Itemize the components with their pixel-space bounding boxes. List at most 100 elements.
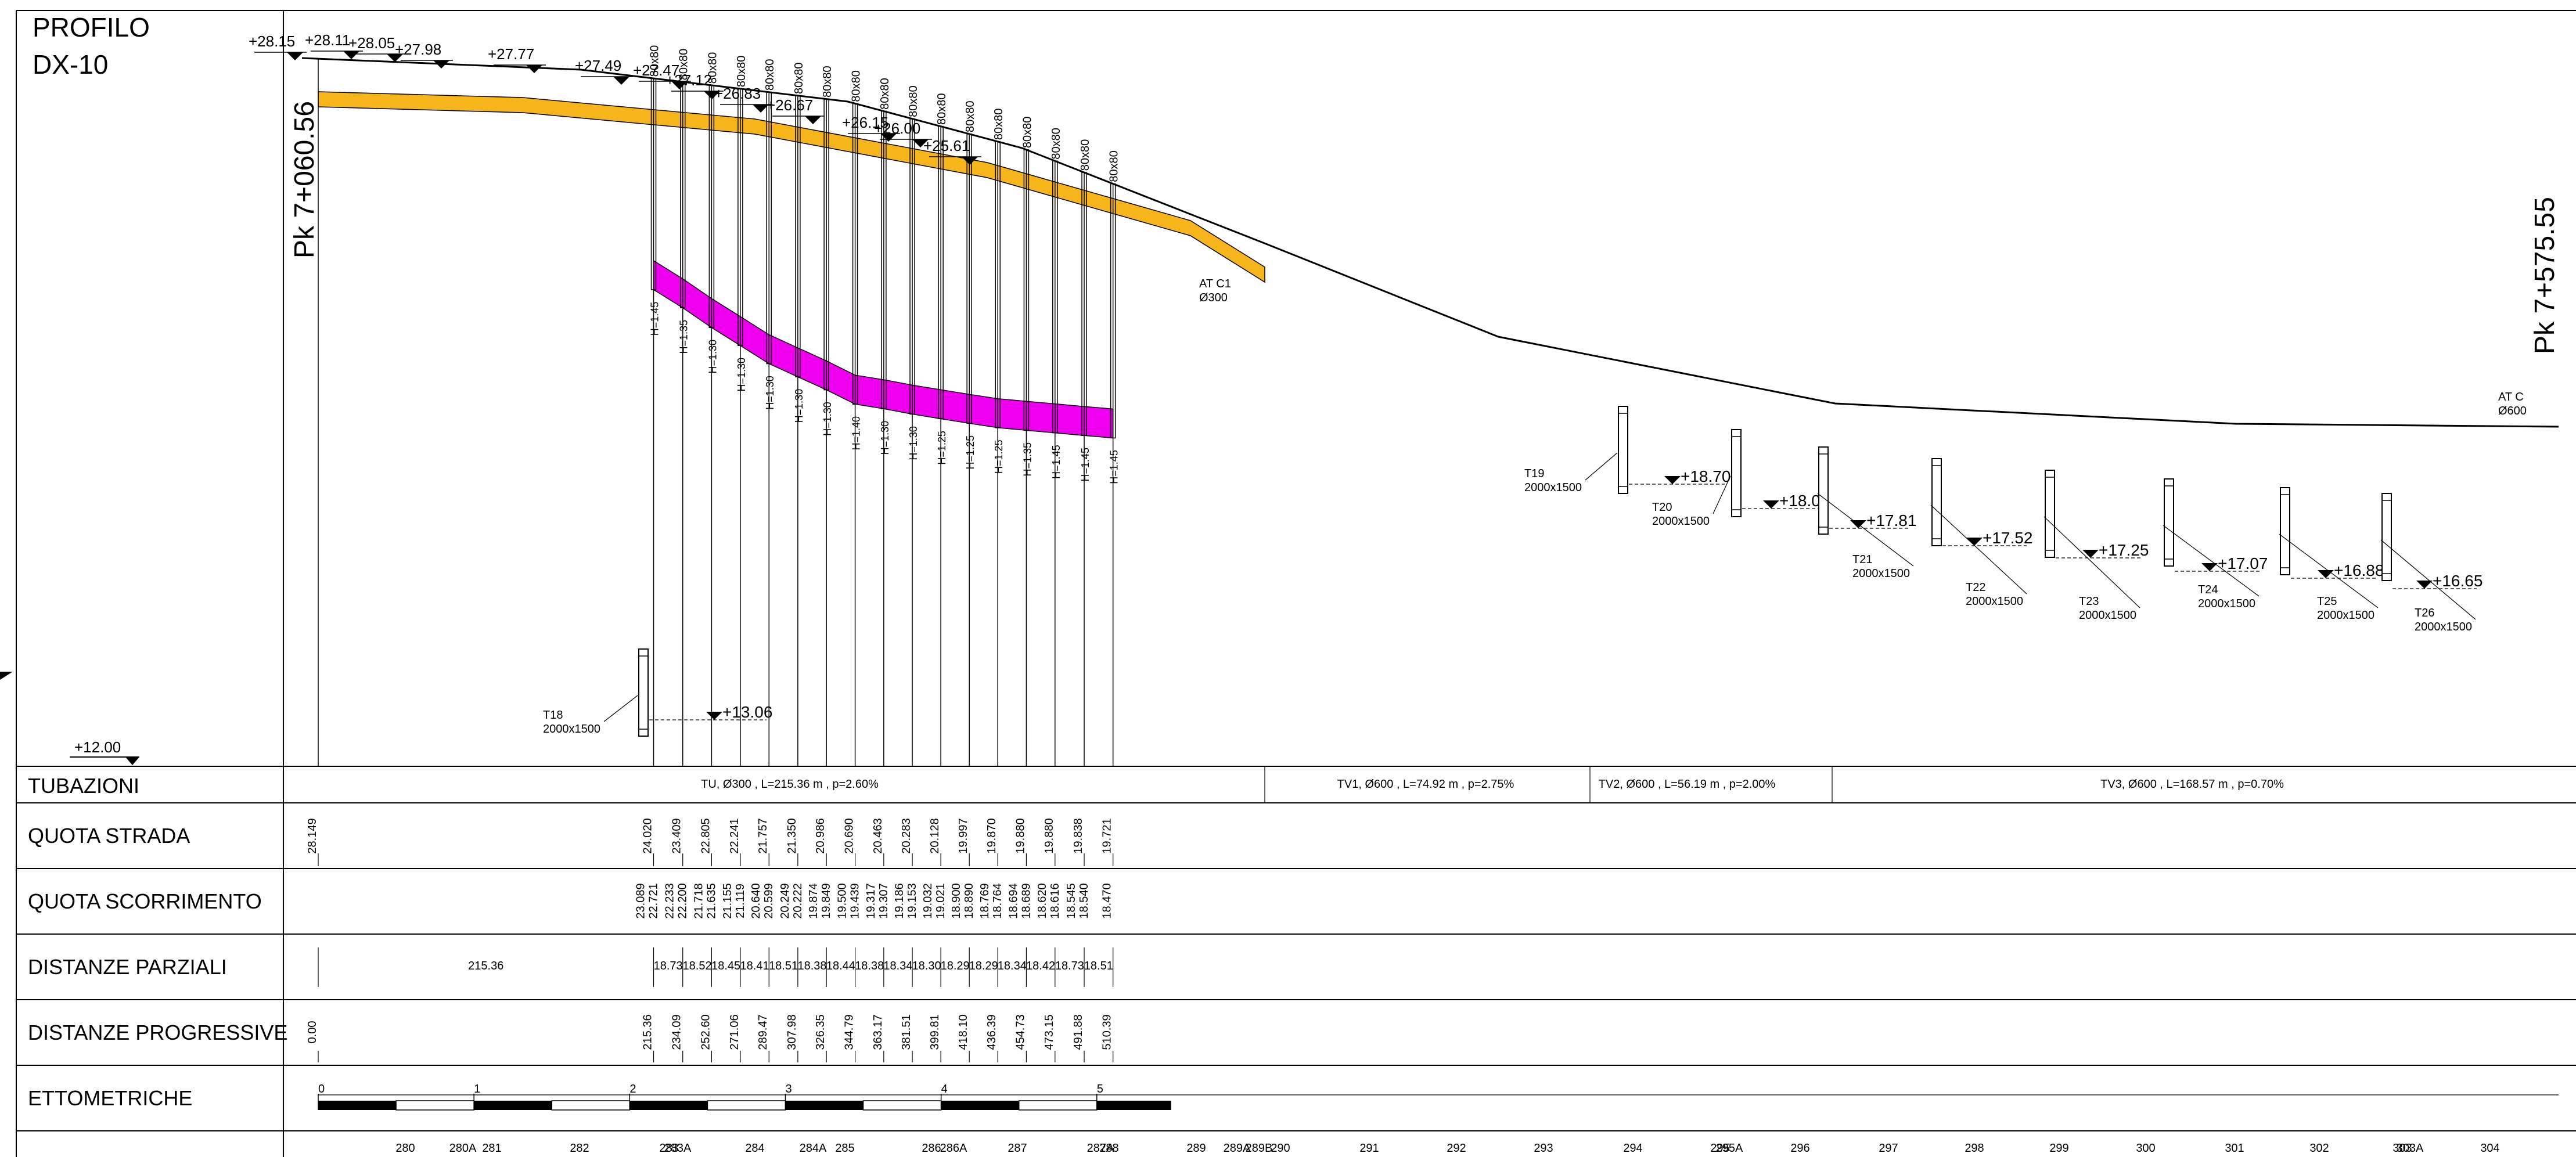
manhole-size: 80x80	[1021, 117, 1034, 149]
hecto-mark: 4	[941, 1083, 948, 1095]
wells: T182000x1500+13.06T192000x1500+18.70T202…	[543, 406, 2483, 737]
well-size: 2000x1500	[1652, 515, 1710, 528]
bottom-label: 299	[2049, 1142, 2068, 1155]
manhole-shaft	[650, 78, 657, 290]
well-label: T19	[1524, 467, 1544, 480]
bottom-label: 293	[1534, 1142, 1553, 1155]
quota-scorrimento-out: 20.222	[791, 883, 804, 918]
hecto-black-segment	[941, 1101, 1019, 1110]
bottom-label: 286A	[940, 1142, 967, 1155]
quota-scorrimento-in: 18.620	[1036, 883, 1049, 918]
manhole-shaft	[1110, 183, 1116, 439]
manhole-depth: H=1.30	[822, 402, 833, 436]
well-label: T20	[1652, 501, 1672, 514]
bottom-label: 295A	[1716, 1142, 1743, 1155]
ground-elevation: +27.12	[665, 71, 712, 89]
manhole-depth: H=1.30	[764, 376, 776, 410]
elevation-triangle	[1664, 476, 1681, 484]
manhole-depth: H=1.40	[851, 416, 862, 450]
quota-scorrimento-in: 18.694	[1007, 883, 1020, 918]
bottom-label: 287A	[1087, 1142, 1114, 1155]
well-body	[1731, 429, 1742, 517]
quota-strada-value: 19.838	[1072, 818, 1085, 853]
quota-strada-value: 20.463	[872, 818, 884, 853]
well-elevation: +16.65	[2433, 572, 2483, 590]
distanza-parziale: 18.29	[941, 960, 970, 972]
distanza-progressiva: 363.17	[872, 1014, 884, 1050]
pipe-segment-label: TV2, Ø600 , L=56.19 m , p=2.00%	[1599, 778, 1776, 791]
well-size: 2000x1500	[2415, 621, 2472, 633]
hecto-black-segment	[629, 1101, 708, 1110]
main-pipe	[653, 259, 1114, 439]
bottom-label: 280	[395, 1142, 415, 1155]
elevation-triangle	[706, 712, 722, 720]
quota-scorrimento-out: 18.890	[963, 883, 976, 918]
bottom-label: 282	[570, 1142, 589, 1155]
quota-strada-value: 20.128	[929, 818, 941, 853]
quota-strada-value: 19.880	[1043, 818, 1056, 853]
well-leader	[1930, 504, 2027, 594]
elevation-triangle	[2318, 570, 2334, 578]
bottom-label: 302	[2309, 1142, 2329, 1155]
well-body	[2381, 493, 2392, 581]
bottom-label: 288	[1099, 1142, 1118, 1155]
hecto-white-segment	[707, 1100, 786, 1111]
bottom-label: 283A	[664, 1142, 692, 1155]
distanza-parziale: 18.29	[969, 960, 998, 972]
manhole-shaft	[909, 118, 915, 415]
ground-elevation: +27.47	[633, 62, 679, 79]
manhole-shaft	[1081, 172, 1087, 436]
manhole-shaft	[938, 125, 944, 420]
ground-elevation: +28.15	[249, 33, 295, 50]
ground-elevation: +27.98	[395, 41, 441, 58]
bottom-label: 280A	[449, 1142, 477, 1155]
manhole-size: 80x80	[936, 93, 948, 125]
distanza-progressiva: 510.39	[1101, 1014, 1114, 1050]
ground-elevation: +26.00	[874, 120, 920, 137]
quota-scorrimento-out: 19.439	[849, 883, 862, 918]
bottom-label: 296	[1790, 1142, 1809, 1155]
ground-elevation: +26.67	[767, 96, 813, 114]
hecto-black-segment	[1096, 1101, 1171, 1110]
manhole-size: 80x80	[821, 66, 834, 98]
bottom-label: 290	[1271, 1142, 1290, 1155]
well-elevation: +17.52	[1983, 529, 2032, 547]
distanza-progressiva: 454.73	[1014, 1014, 1027, 1050]
well-body	[1931, 458, 1942, 546]
quota-scorrimento-in: 18.470	[1101, 883, 1114, 918]
quota-strada-value: 19.721	[1101, 818, 1114, 853]
hecto-mark: 2	[629, 1083, 636, 1095]
well-leader	[1817, 493, 1914, 567]
elevation-triangle	[526, 65, 542, 73]
hecto-white-segment	[551, 1100, 631, 1111]
manhole-size: 80x80	[907, 85, 920, 117]
elevation-triangle	[805, 116, 821, 124]
manhole-depth: H=1.30	[793, 389, 805, 423]
distanza-progressiva: 326.35	[814, 1014, 827, 1050]
elevation-triangle	[2082, 550, 2099, 558]
quota-scorrimento-in: 18.545	[1065, 883, 1078, 918]
ground-elevation: +27.49	[575, 57, 621, 74]
bottom-label: 284A	[800, 1142, 827, 1155]
elevation-triangle	[671, 81, 688, 89]
bottom-label: 297	[1879, 1142, 1898, 1155]
distanza-parziale: 18.73	[1055, 960, 1084, 972]
quota-strada-value: 21.757	[757, 818, 769, 853]
quota-strada-value: 20.283	[900, 818, 913, 853]
hecto-mark: 5	[1097, 1083, 1103, 1095]
quota-scorrimento-out: 19.307	[877, 883, 890, 918]
distanza-parziale: 215.36	[468, 960, 503, 972]
manhole-depth: H=1.45	[649, 302, 661, 336]
hecto-mark: 1	[474, 1083, 480, 1095]
quota-strada-value: 19.997	[957, 818, 970, 853]
elevation-triangle	[753, 104, 769, 113]
well-elevation: +17.81	[1866, 511, 1916, 529]
row-label-tubazioni: TUBAZIONI	[28, 774, 139, 798]
hecto-white-segment	[1018, 1100, 1098, 1111]
elevation-triangle	[2201, 563, 2218, 571]
distanza-progressiva: 271.06	[728, 1014, 741, 1050]
manhole-shaft	[823, 98, 829, 391]
well-size: 2000x1500	[2079, 609, 2136, 622]
distanza-parziale: 18.30	[912, 960, 941, 972]
well-size: 2000x1500	[1966, 595, 2023, 608]
